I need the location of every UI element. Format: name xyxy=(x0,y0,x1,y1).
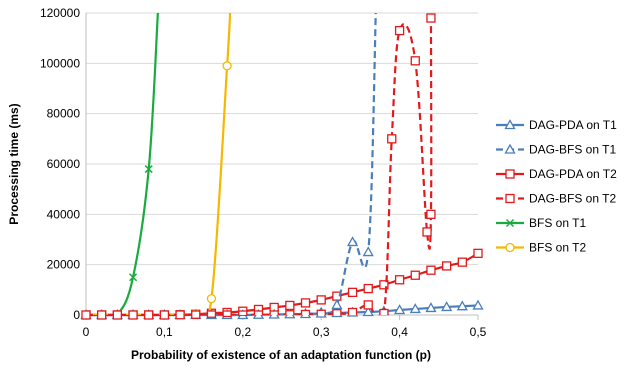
series-line xyxy=(86,13,232,315)
data-point xyxy=(238,310,248,315)
data-point xyxy=(393,304,406,315)
data-point xyxy=(387,134,397,144)
data-point xyxy=(473,248,483,258)
legend-item: DAG-PDA on T2 xyxy=(496,167,617,181)
legend-label: BFS on T2 xyxy=(529,241,586,255)
grid-lines xyxy=(86,12,478,266)
x-tick-label: 0,1 xyxy=(156,325,173,339)
data-point xyxy=(410,56,420,66)
legend-item: DAG-PDA on T1 xyxy=(496,118,617,132)
data-point xyxy=(175,310,185,315)
data-point xyxy=(505,218,515,228)
data-point xyxy=(394,275,405,285)
data-point xyxy=(362,306,374,317)
data-point xyxy=(363,300,373,310)
data-point xyxy=(379,308,389,315)
legend-item: DAG-BFS on T1 xyxy=(496,143,616,157)
data-point xyxy=(316,309,326,315)
legend-item: BFS on T2 xyxy=(496,241,586,255)
data-point xyxy=(426,265,436,275)
series-layer xyxy=(80,13,484,320)
data-point xyxy=(331,299,343,310)
data-point xyxy=(425,302,437,313)
data-point xyxy=(426,13,436,23)
data-point xyxy=(206,293,217,304)
y-axis-title: Processing time (ms) xyxy=(7,103,21,224)
data-point xyxy=(456,300,468,311)
x-tick-label: 0,3 xyxy=(313,325,330,339)
data-point xyxy=(504,143,516,154)
legend-label: DAG-PDA on T2 xyxy=(529,167,617,181)
y-tick-label: 40000 xyxy=(47,207,81,221)
data-point xyxy=(222,310,232,315)
data-point xyxy=(457,257,467,267)
data-point xyxy=(128,310,138,315)
data-point xyxy=(505,193,515,204)
data-point xyxy=(362,246,374,257)
data-point xyxy=(144,310,154,315)
data-point xyxy=(222,61,232,71)
y-tick-label: 120000 xyxy=(40,6,80,20)
data-point xyxy=(285,310,295,315)
data-point xyxy=(144,165,153,174)
data-point xyxy=(316,295,326,305)
data-point xyxy=(285,300,295,311)
data-point xyxy=(300,298,311,308)
legend-label: DAG-BFS on T2 xyxy=(529,192,616,206)
x-axis-title: Probability of existence of an adaptatio… xyxy=(131,348,431,362)
x-tick-label: 0,5 xyxy=(470,325,487,339)
data-point xyxy=(409,303,421,314)
data-point xyxy=(426,209,436,219)
data-point xyxy=(504,119,516,130)
legend-item: DAG-BFS on T2 xyxy=(496,192,616,206)
y-tick-label: 80000 xyxy=(47,107,81,121)
data-point xyxy=(269,310,279,315)
data-point xyxy=(346,236,359,247)
legend-label: BFS on T1 xyxy=(529,216,586,230)
data-point xyxy=(332,309,342,315)
data-point xyxy=(300,309,311,315)
data-point xyxy=(505,242,515,253)
data-point xyxy=(363,283,373,294)
data-point xyxy=(394,25,405,36)
x-tick-label: 0,2 xyxy=(234,325,251,339)
data-point xyxy=(191,310,201,315)
data-point xyxy=(112,310,123,315)
x-tick-label: 0,4 xyxy=(391,325,408,339)
legend: DAG-PDA on T1 DAG-BFS on T1 DAG-PDA on T2 D… xyxy=(496,118,617,255)
series-dag-bfs-on-t2 xyxy=(86,13,436,315)
data-point xyxy=(441,261,452,271)
data-point xyxy=(129,273,138,282)
data-point xyxy=(422,227,432,237)
data-point xyxy=(86,310,91,315)
data-point xyxy=(159,310,170,315)
y-tick-label: 20000 xyxy=(47,258,81,272)
data-point xyxy=(347,287,358,298)
data-point xyxy=(472,299,484,310)
x-tick-label: 0 xyxy=(83,325,90,339)
data-point xyxy=(347,307,358,315)
y-tick-label: 100000 xyxy=(40,56,80,70)
data-point xyxy=(410,270,420,280)
data-point xyxy=(505,169,515,179)
legend-label: DAG-BFS on T1 xyxy=(529,143,616,157)
y-tick-label: 60000 xyxy=(47,157,81,171)
legend-label: DAG-PDA on T1 xyxy=(529,118,617,132)
y-tick-label: 0 xyxy=(73,308,80,322)
data-point xyxy=(253,310,264,315)
data-point xyxy=(441,301,453,312)
legend-item: BFS on T1 xyxy=(496,216,586,230)
data-point xyxy=(379,280,389,290)
data-point xyxy=(97,310,107,315)
data-point xyxy=(206,310,217,315)
